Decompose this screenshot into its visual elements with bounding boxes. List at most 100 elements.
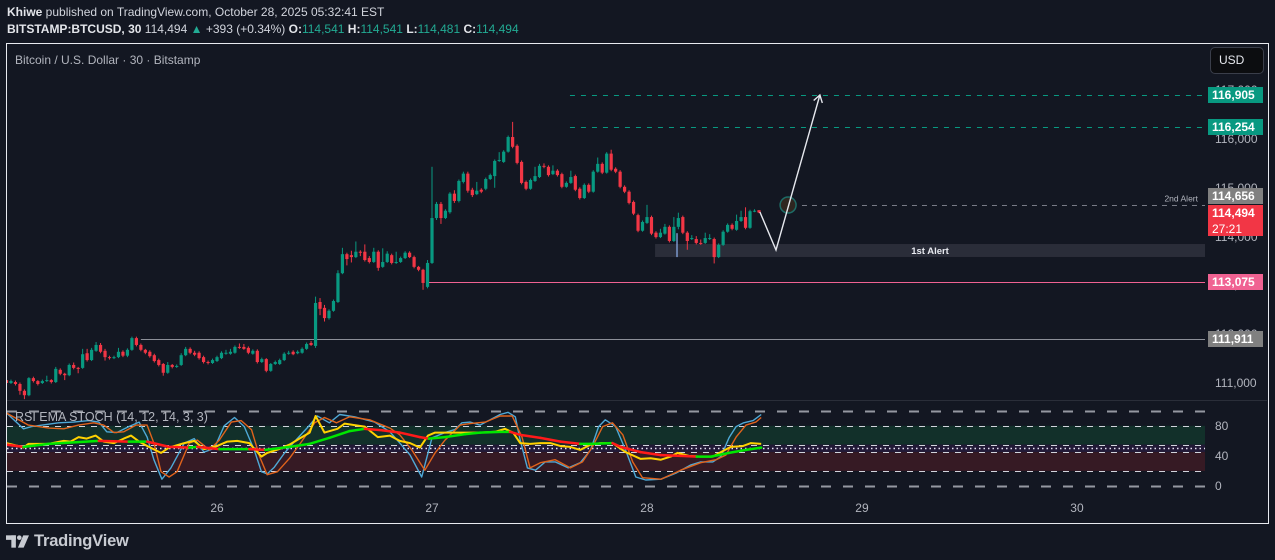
candle-body — [90, 349, 94, 361]
ema-line-segment — [22, 442, 50, 449]
chart-title: Bitcoin / U.S. Dollar · 30 · Bitstamp — [15, 53, 201, 67]
symbol-info: BITSTAMP:BTCUSD, 30 114,494 ▲ +393 (+0.3… — [7, 21, 519, 38]
candle-body — [121, 351, 125, 356]
candle-body — [726, 224, 730, 232]
candle-body — [13, 382, 18, 384]
price-axis[interactable]: 111,000112,000113,000114,000115,000116,0… — [1205, 44, 1267, 400]
candle — [448, 192, 452, 214]
candle — [349, 250, 353, 263]
tradingview-logo[interactable]: TradingView — [6, 532, 129, 550]
candle-body — [757, 210, 761, 213]
candle — [587, 183, 591, 194]
candle-body — [381, 261, 385, 267]
open-label: O: — [288, 22, 302, 36]
time-axis-label: 30 — [1070, 501, 1084, 515]
candle — [246, 346, 250, 355]
triangle-up-icon: ▲ — [190, 22, 203, 36]
candle — [430, 166, 434, 264]
candle — [287, 350, 291, 355]
candle — [708, 234, 712, 241]
drawings: 1st Alert 2nd Alert — [140, 95, 1205, 340]
candle — [45, 375, 49, 383]
candle-body — [98, 344, 103, 352]
candle-body — [734, 220, 739, 230]
candle — [18, 382, 22, 395]
indicator-legend[interactable]: RSI EMA STOCH (14, 12, 14, 3, 3) — [15, 410, 208, 424]
time-axis[interactable]: 26 27 28 29 30 — [7, 496, 1205, 523]
candle — [152, 353, 156, 363]
candle-body — [497, 159, 501, 161]
candle — [752, 209, 757, 213]
candle-body — [363, 251, 367, 261]
candle-body — [219, 352, 224, 359]
candle-body — [703, 238, 707, 243]
candle-body — [542, 165, 546, 167]
ema-line-segment — [398, 431, 422, 439]
high-label: H: — [347, 22, 361, 36]
indicator-axis[interactable]: 80 40 0 — [1205, 401, 1267, 495]
ema-line-segment — [659, 453, 682, 458]
projection-arrow-path[interactable] — [759, 93, 823, 253]
candle — [560, 172, 564, 189]
candle — [555, 169, 560, 177]
candle-body — [654, 232, 658, 238]
open-value: 114,541 — [301, 22, 345, 36]
candle-body — [443, 210, 448, 219]
candle-body — [251, 350, 255, 354]
candle — [228, 348, 233, 355]
candle — [537, 163, 542, 179]
alert-zone-label: 1st Alert — [911, 246, 949, 257]
candle-body — [672, 226, 676, 241]
ohlc-low: L:114,481 — [406, 22, 460, 36]
candle — [591, 170, 595, 193]
candle-body — [49, 380, 53, 383]
candle-body — [416, 266, 421, 270]
candle-body — [627, 191, 631, 203]
alert-zone-box[interactable] — [655, 244, 1205, 257]
chart-frame — [6, 43, 1269, 524]
candle — [726, 223, 730, 233]
candle-body — [336, 273, 340, 302]
drawings-front — [676, 93, 823, 258]
candle-body — [694, 239, 698, 243]
candle — [399, 256, 403, 263]
candle — [524, 180, 528, 191]
candle — [36, 380, 40, 386]
candle-body — [76, 367, 80, 369]
candle-body — [537, 165, 542, 178]
candle — [157, 358, 161, 367]
candle-body — [640, 221, 645, 231]
candle-body — [699, 242, 703, 244]
candle-body — [484, 179, 488, 189]
candle-body — [412, 257, 416, 267]
indicator-background — [7, 410, 1205, 488]
candle-body — [9, 381, 13, 384]
candle — [331, 299, 336, 312]
symbol-label: BITSTAMP:BTCUSD, 30 — [7, 22, 142, 36]
candle — [475, 181, 479, 196]
candle-body — [479, 189, 483, 192]
candle — [443, 209, 448, 220]
candle-body — [273, 362, 277, 364]
candle-body — [54, 368, 58, 383]
author-name[interactable]: Khiwe — [7, 5, 43, 19]
candle — [748, 209, 752, 229]
candle-body — [255, 350, 259, 363]
candle — [197, 351, 201, 360]
candle-body — [85, 353, 89, 361]
candle — [618, 170, 622, 189]
alert-zone-rectangle[interactable]: 1st Alert — [655, 244, 1205, 257]
candle — [519, 160, 524, 185]
candle-body — [197, 352, 201, 359]
currency-button[interactable]: USD — [1210, 47, 1264, 74]
candle-body — [134, 338, 138, 345]
price-axis-label: 111,000 — [1215, 376, 1257, 390]
candle-body — [103, 350, 107, 358]
ema-line-segment — [679, 454, 698, 458]
candle-body — [623, 186, 627, 192]
price-line-badge: 114,656 — [1208, 187, 1263, 204]
candle — [40, 379, 44, 384]
candle-body — [72, 364, 76, 368]
ema-line-segment — [727, 448, 748, 455]
